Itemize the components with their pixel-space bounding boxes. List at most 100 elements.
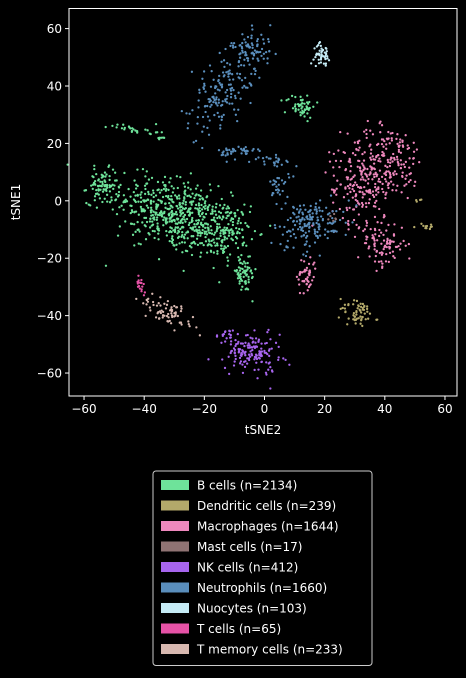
data-point <box>210 229 213 232</box>
data-point <box>275 202 278 206</box>
data-point <box>396 142 399 146</box>
data-point <box>237 266 241 269</box>
data-point <box>144 187 147 191</box>
data-point <box>401 144 404 147</box>
data-point <box>231 73 234 76</box>
data-point <box>191 192 194 195</box>
data-point <box>138 230 141 233</box>
data-point <box>192 141 195 144</box>
data-point <box>273 164 276 167</box>
data-point <box>95 189 98 192</box>
data-point <box>324 52 328 55</box>
data-point <box>224 91 227 94</box>
data-point <box>220 60 223 63</box>
data-point <box>251 43 254 47</box>
data-point <box>240 152 243 155</box>
data-point <box>386 165 389 169</box>
data-point <box>373 215 377 219</box>
data-point <box>295 216 298 219</box>
data-point <box>93 167 96 171</box>
data-point <box>258 354 261 357</box>
data-point <box>375 175 378 178</box>
data-point <box>286 218 290 222</box>
data-point <box>142 208 145 211</box>
data-point <box>325 206 328 209</box>
data-point <box>325 50 328 53</box>
data-point <box>142 302 145 305</box>
data-point <box>227 222 230 226</box>
data-point <box>309 256 312 259</box>
data-point <box>266 62 269 65</box>
data-point <box>133 223 136 226</box>
data-point <box>250 272 254 275</box>
data-point <box>241 353 244 356</box>
data-point <box>369 156 372 159</box>
data-point <box>242 275 245 278</box>
data-point <box>207 358 210 361</box>
data-point <box>130 130 134 134</box>
data-point <box>228 253 232 256</box>
data-point <box>226 94 229 98</box>
data-point <box>199 232 203 235</box>
data-point <box>311 212 314 215</box>
data-point <box>272 161 276 164</box>
data-point <box>195 326 198 329</box>
data-point <box>379 131 382 134</box>
data-point <box>302 234 306 237</box>
data-point <box>120 127 124 130</box>
data-point <box>344 221 347 224</box>
data-point <box>105 189 108 193</box>
data-point <box>320 215 323 218</box>
data-point <box>152 210 155 213</box>
data-point <box>227 83 231 86</box>
data-point <box>156 228 160 231</box>
data-point <box>227 207 231 210</box>
data-point <box>196 234 199 237</box>
data-point <box>404 177 407 180</box>
data-point <box>314 202 318 205</box>
series-7 <box>136 274 147 297</box>
data-point <box>274 188 278 192</box>
data-point <box>186 230 190 234</box>
data-point <box>223 330 227 334</box>
data-point <box>229 340 233 343</box>
data-point <box>318 199 322 202</box>
data-point <box>217 115 221 118</box>
data-point <box>159 296 162 299</box>
data-point <box>205 222 208 225</box>
data-point <box>306 276 309 279</box>
data-point <box>368 145 371 148</box>
data-point <box>260 47 264 51</box>
data-point <box>352 303 355 306</box>
data-point <box>346 208 349 212</box>
data-point <box>305 108 308 111</box>
data-point <box>227 75 230 78</box>
data-point <box>108 184 111 187</box>
data-point <box>234 45 237 49</box>
data-point <box>374 205 377 208</box>
data-point <box>356 142 360 145</box>
data-point <box>222 216 225 219</box>
data-point <box>243 38 246 41</box>
data-point <box>403 165 407 169</box>
data-point <box>159 199 162 202</box>
data-point <box>93 179 97 183</box>
data-point <box>269 387 272 390</box>
data-point <box>197 106 200 109</box>
data-point <box>151 213 154 217</box>
data-point <box>339 307 342 311</box>
data-point <box>147 192 150 196</box>
data-point <box>191 219 194 222</box>
data-point <box>120 204 123 207</box>
data-point <box>362 229 365 233</box>
data-point <box>169 230 172 233</box>
data-point <box>363 228 367 231</box>
data-point <box>381 187 384 191</box>
data-point <box>290 94 294 98</box>
data-point <box>227 229 230 232</box>
data-point <box>372 167 376 170</box>
data-point <box>389 132 392 135</box>
data-point <box>235 226 238 230</box>
data-point <box>158 213 161 217</box>
data-point <box>300 218 303 221</box>
